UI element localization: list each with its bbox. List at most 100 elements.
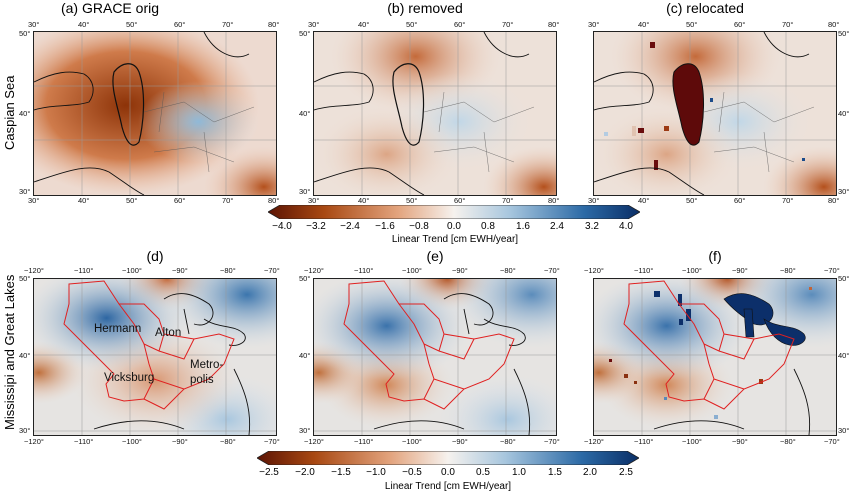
tick-y-f-2: 30°	[838, 426, 850, 435]
tick-x-d-top-2: −100°	[122, 266, 142, 275]
tick-y-b-1: 40°	[299, 109, 311, 118]
tick-x-b-top-1: 40°	[358, 20, 370, 29]
tick-x-b-bot-5: 80°	[548, 196, 560, 205]
tick-x-c-bot-0: 30°	[588, 196, 600, 205]
cbar2-tick-1: −2.0	[295, 467, 315, 478]
tick-x-c-bot-3: 60°	[734, 196, 746, 205]
tick-x-c-bot-1: 40°	[638, 196, 650, 205]
tick-x-b-bot-3: 60°	[454, 196, 466, 205]
tick-x-a-bot-1: 40°	[78, 196, 90, 205]
tick-x-d-top-3: −90°	[172, 266, 188, 275]
tick-x-f-bot-3: −90°	[732, 437, 748, 446]
tick-x-d-bot-2: −100°	[122, 437, 142, 446]
tick-y-a-0: 50°	[19, 29, 31, 38]
basin-label-vicksburg: Vicksburg	[104, 372, 155, 384]
colorbar-caspian	[267, 204, 641, 220]
map-panel-a	[33, 31, 277, 196]
tick-x-b-bot-4: 70°	[502, 196, 514, 205]
tick-x-e-top-4: −80°	[500, 266, 516, 275]
map-panel-c	[593, 31, 837, 196]
tick-x-b-top-2: 50°	[406, 20, 418, 29]
tick-x-b-top-4: 70°	[502, 20, 514, 29]
basin-label-hermann: Hermann	[94, 323, 142, 335]
tick-x-b-bot-1: 40°	[358, 196, 370, 205]
tick-x-f-top-4: −80°	[780, 266, 796, 275]
tick-x-c-top-0: 30°	[588, 20, 600, 29]
cbar1-tick-8: 2.4	[550, 221, 564, 232]
cbar1-tick-10: 4.0	[619, 221, 633, 232]
cbar2-tick-4: −0.5	[402, 467, 422, 478]
tick-y-c-0: 50°	[838, 29, 850, 38]
tick-x-e-bot-2: −100°	[402, 437, 422, 446]
tick-x-b-top-5: 80°	[548, 20, 560, 29]
tick-x-f-bot-1: −110°	[634, 437, 654, 446]
cbar1-tick-0: −4.0	[272, 221, 292, 232]
tick-x-a-top-2: 50°	[126, 20, 138, 29]
tick-x-c-top-2: 50°	[686, 20, 698, 29]
tick-y-f-0: 50°	[838, 274, 850, 283]
tick-x-e-top-2: −100°	[402, 266, 422, 275]
tick-y-b-0: 50°	[299, 29, 311, 38]
tick-x-c-bot-5: 80°	[828, 196, 840, 205]
tick-x-a-top-4: 70°	[222, 20, 234, 29]
tick-x-d-bot-5: −70°	[264, 437, 280, 446]
tick-x-f-top-0: −120°	[584, 266, 604, 275]
cbar2-tick-9: 2.0	[583, 467, 597, 478]
tick-y-d-0: 50°	[19, 274, 31, 283]
tick-x-d-bot-4: −80°	[220, 437, 236, 446]
cbar2-tick-5: 0.0	[441, 467, 455, 478]
tick-x-d-top-4: −80°	[220, 266, 236, 275]
tick-x-f-bot-2: −100°	[682, 437, 702, 446]
cbar1-tick-7: 1.6	[516, 221, 530, 232]
tick-x-c-bot-4: 70°	[782, 196, 794, 205]
tick-x-a-bot-0: 30°	[28, 196, 40, 205]
tick-x-b-top-3: 60°	[454, 20, 466, 29]
tick-x-f-top-3: −90°	[732, 266, 748, 275]
map-panel-e	[313, 278, 557, 436]
cbar2-tick-10: 2.5	[619, 467, 633, 478]
tick-x-e-top-0: −120°	[304, 266, 324, 275]
panel-title-b: (b) removed	[387, 0, 463, 16]
cbar2-tick-8: 1.5	[548, 467, 562, 478]
tick-x-e-top-1: −110°	[354, 266, 374, 275]
tick-x-a-top-5: 80°	[268, 20, 280, 29]
cbar1-tick-4: −0.8	[409, 221, 429, 232]
cbar1-tick-9: 3.2	[585, 221, 599, 232]
tick-x-d-top-5: −70°	[264, 266, 280, 275]
tick-x-d-bot-3: −90°	[172, 437, 188, 446]
tick-x-f-top-2: −100°	[682, 266, 702, 275]
panel-title-c: (c) relocated	[666, 0, 744, 16]
cbar1-tick-1: −3.2	[306, 221, 326, 232]
cbar2-tick-2: −1.5	[331, 467, 351, 478]
cbar1-tick-2: −2.4	[340, 221, 360, 232]
tick-x-d-top-1: −110°	[74, 266, 94, 275]
tick-x-f-top-5: −70°	[824, 266, 840, 275]
map-panel-f	[593, 278, 837, 436]
tick-x-e-bot-0: −120°	[304, 437, 324, 446]
tick-x-c-top-1: 40°	[638, 20, 650, 29]
tick-x-b-bot-0: 30°	[308, 196, 320, 205]
tick-y-a-1: 40°	[19, 109, 31, 118]
tick-y-c-2: 30°	[838, 187, 850, 196]
tick-y-e-0: 50°	[299, 274, 311, 283]
tick-y-e-1: 40°	[299, 351, 311, 360]
map-panel-b	[313, 31, 557, 196]
cbar2-tick-3: −1.0	[366, 467, 386, 478]
tick-x-f-bot-0: −120°	[584, 437, 604, 446]
tick-y-d-2: 30°	[19, 426, 31, 435]
tick-x-c-top-4: 70°	[782, 20, 794, 29]
tick-x-c-top-3: 60°	[734, 20, 746, 29]
tick-x-c-bot-2: 50°	[686, 196, 698, 205]
panel-title-d: (d)	[146, 248, 164, 264]
cbar1-tick-5: 0.0	[447, 221, 461, 232]
tick-x-e-bot-3: −90°	[452, 437, 468, 446]
tick-x-a-bot-2: 50°	[126, 196, 138, 205]
basin-label-metropolis: Metro- polis	[190, 359, 224, 386]
cbar2-tick-0: −2.5	[259, 467, 279, 478]
tick-x-d-bot-1: −110°	[74, 437, 94, 446]
tick-x-e-top-5: −70°	[544, 266, 560, 275]
panel-title-a: (a) GRACE orig	[60, 0, 160, 16]
tick-x-c-top-5: 80°	[828, 20, 840, 29]
tick-x-b-bot-2: 50°	[406, 196, 418, 205]
tick-y-b-2: 30°	[299, 187, 311, 196]
